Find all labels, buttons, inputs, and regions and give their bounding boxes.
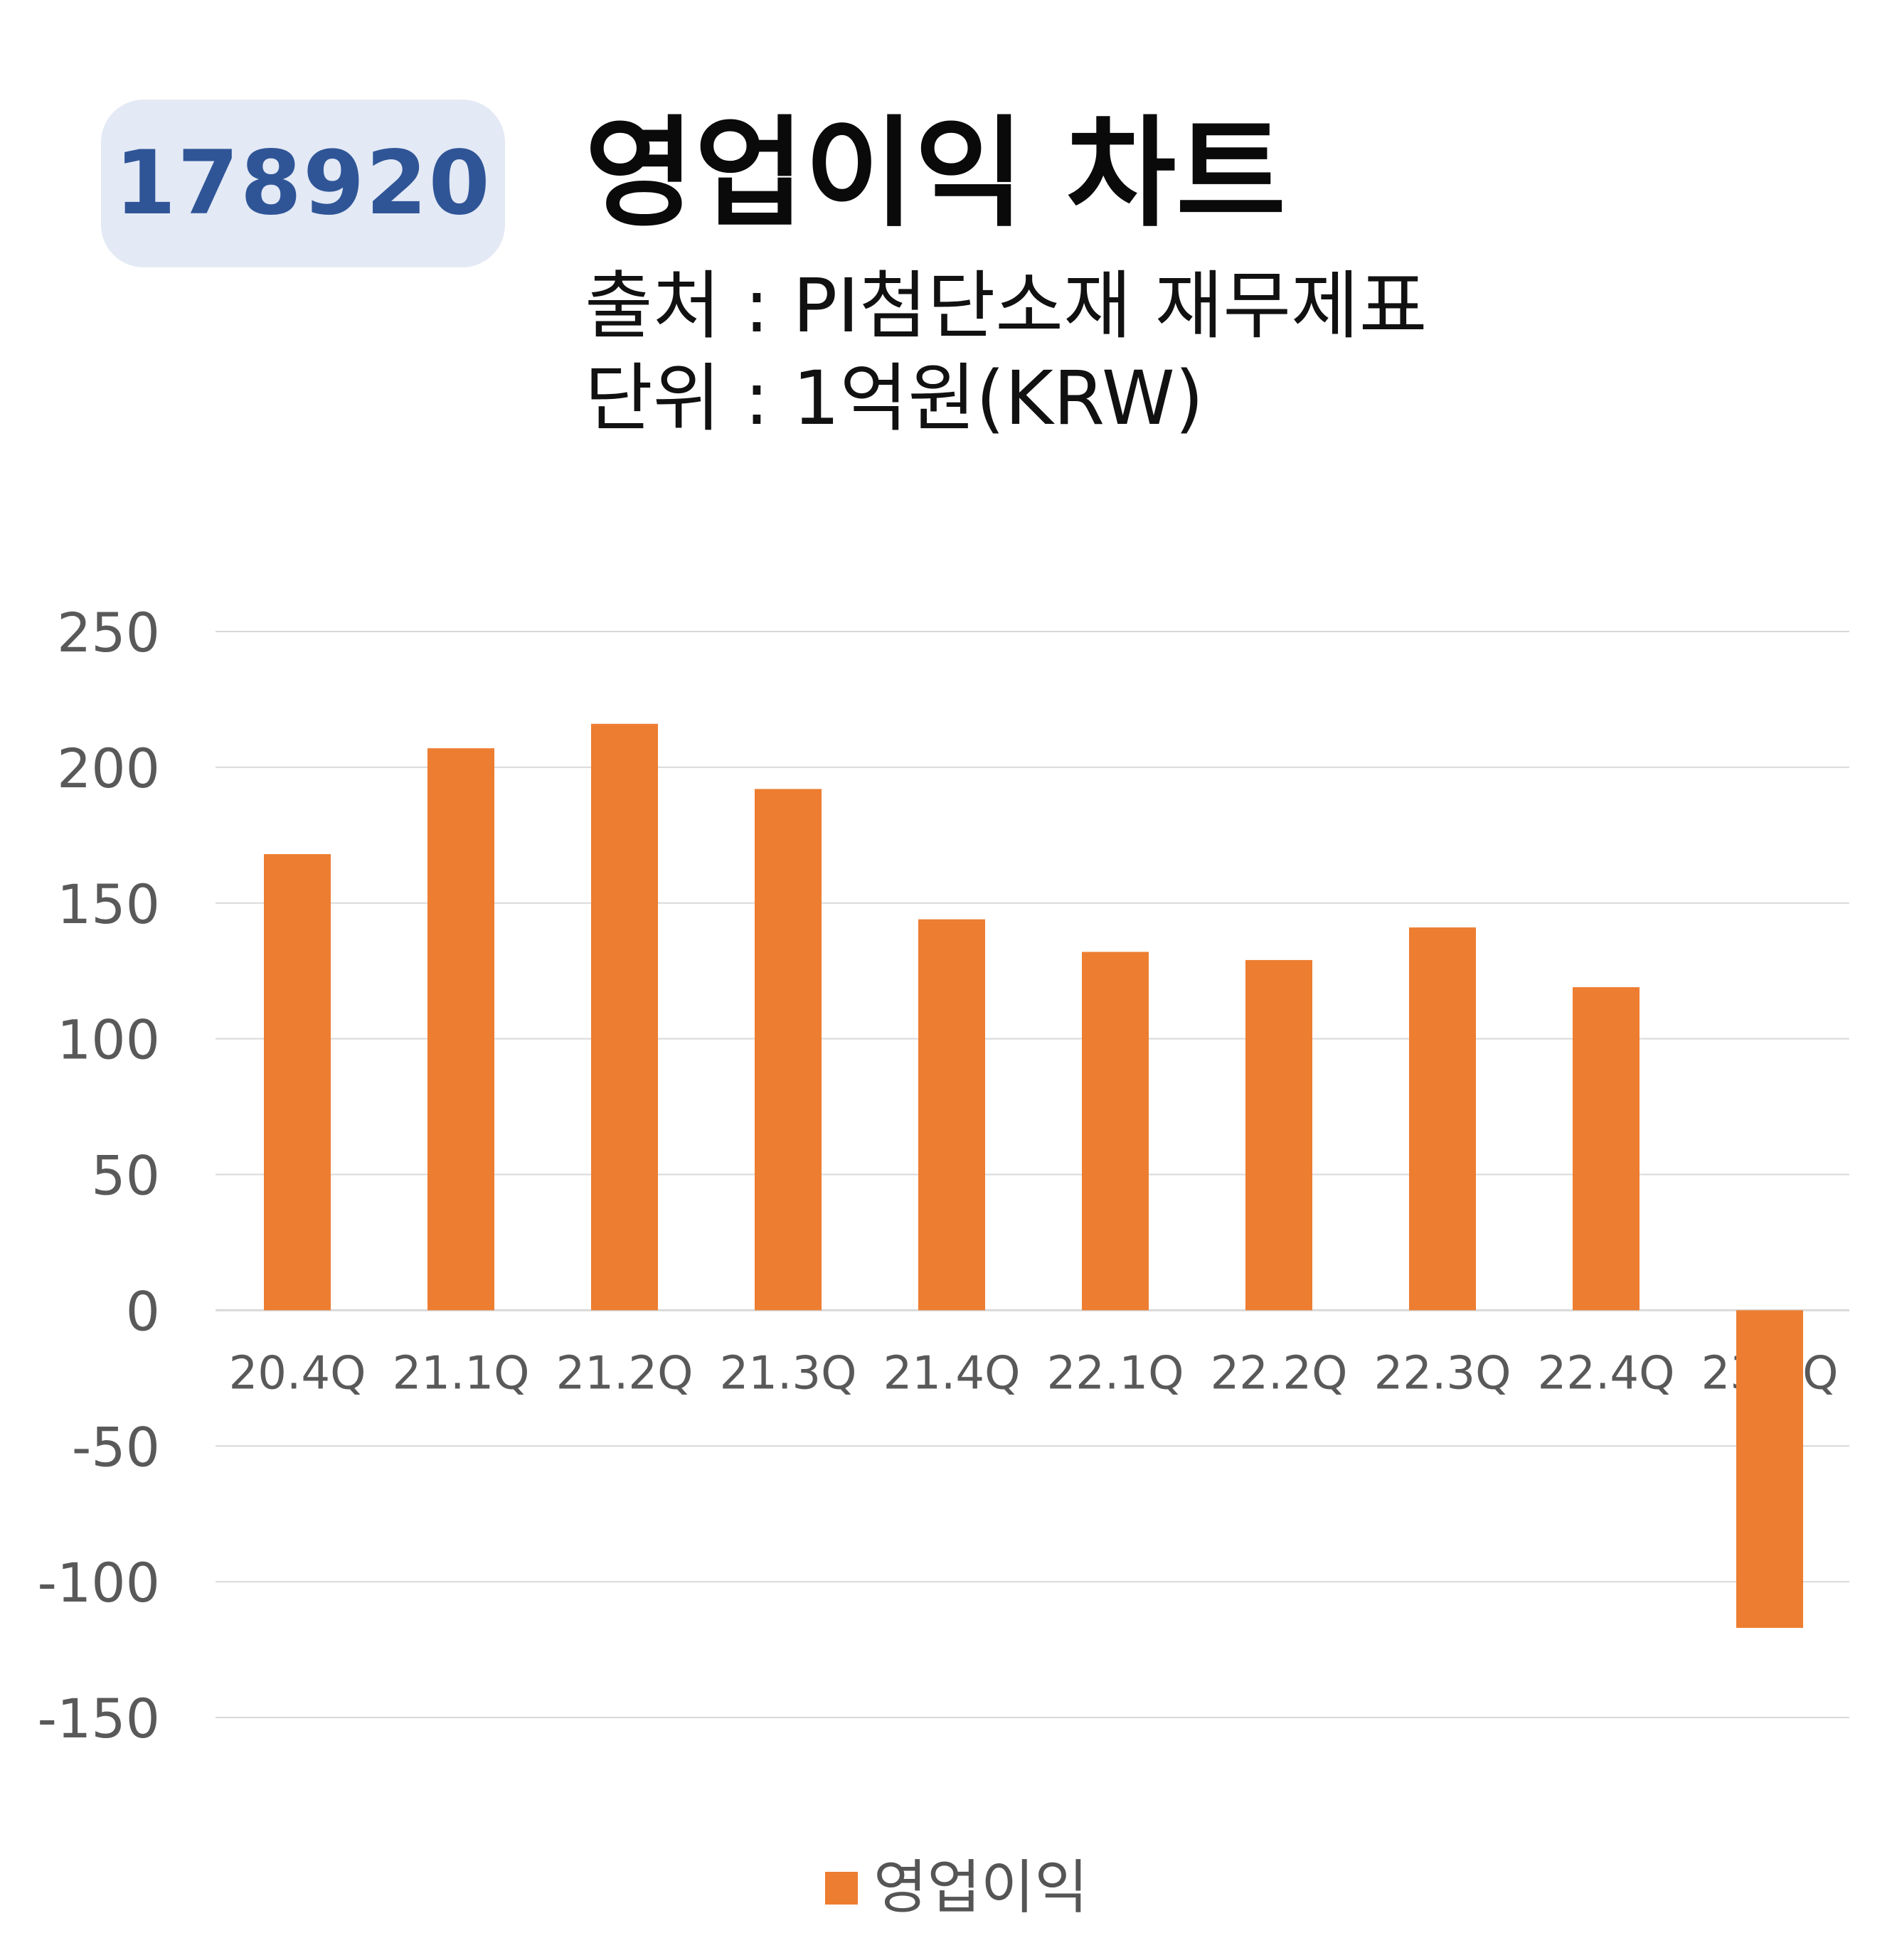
x-tick-label: 21.2Q bbox=[556, 1347, 694, 1400]
chart-title: 영업이익 차트 bbox=[585, 104, 1286, 243]
x-tick-label: 22.4Q bbox=[1538, 1347, 1675, 1400]
x-tick-label: 21.3Q bbox=[720, 1347, 857, 1400]
bars bbox=[264, 723, 1803, 1629]
unit-text: 단위 : 1억원(KRW) bbox=[585, 355, 1204, 442]
legend-label: 영업이익 bbox=[873, 1854, 1088, 1922]
bar-22.4Q bbox=[1573, 987, 1640, 1311]
bar-21.2Q bbox=[591, 723, 658, 1311]
legend-swatch bbox=[825, 1872, 858, 1905]
legend: 영업이익 bbox=[825, 1859, 1088, 1917]
bar-22.3Q bbox=[1409, 927, 1476, 1311]
bar-21.4Q bbox=[918, 919, 985, 1311]
y-tick-label: 250 bbox=[57, 601, 160, 664]
y-tick-label: -150 bbox=[38, 1687, 160, 1750]
x-tick-label: 22.1Q bbox=[1047, 1347, 1184, 1400]
x-tick-label: 21.4Q bbox=[883, 1347, 1021, 1400]
ticker-code: 178920 bbox=[115, 132, 491, 235]
y-tick-label: 200 bbox=[57, 737, 160, 800]
y-tick-label: 100 bbox=[57, 1008, 160, 1072]
y-tick-label: 0 bbox=[126, 1279, 160, 1343]
bar-23.1Q bbox=[1736, 1310, 1803, 1629]
x-tick-label: 22.2Q bbox=[1211, 1347, 1348, 1400]
bar-21.1Q bbox=[427, 748, 494, 1311]
x-tick-label: 21.1Q bbox=[393, 1347, 530, 1400]
bar-20.4Q bbox=[264, 854, 331, 1311]
bar-22.2Q bbox=[1245, 959, 1312, 1311]
ticker-badge: 178920 bbox=[101, 100, 505, 267]
bar-21.3Q bbox=[755, 789, 822, 1311]
y-tick-label: 150 bbox=[57, 873, 160, 936]
bar-22.1Q bbox=[1082, 952, 1149, 1311]
source-text: 출처 : PI첨단소재 재무제표 bbox=[585, 262, 1428, 349]
y-tick-label: -100 bbox=[38, 1551, 160, 1614]
y-tick-label: -50 bbox=[72, 1415, 160, 1479]
x-tick-label: 20.4Q bbox=[229, 1347, 366, 1400]
y-tick-label: 50 bbox=[91, 1144, 160, 1208]
y-axis-ticks: 250 200 150 100 50 0 -50 -100 -150 bbox=[38, 601, 160, 1750]
x-tick-label: 22.3Q bbox=[1374, 1347, 1511, 1400]
x-axis-ticks: 20.4Q 21.1Q 21.2Q 21.3Q 21.4Q 22.1Q 22.2Q 22.3Q… bbox=[229, 1347, 1839, 1400]
